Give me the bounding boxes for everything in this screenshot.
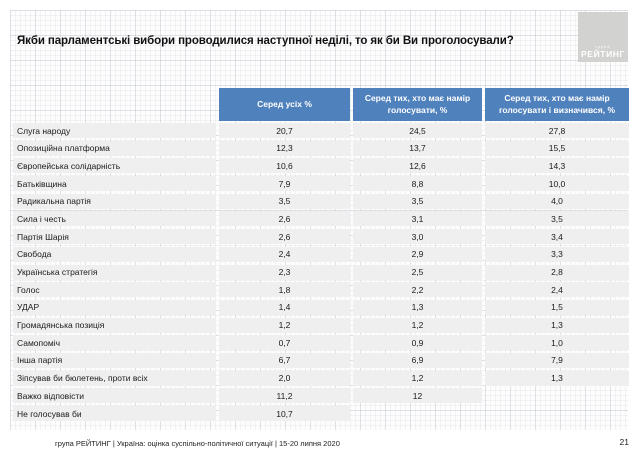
value-intend-and-decided bbox=[485, 406, 629, 421]
table-row: Сила і честь 2,6 3,1 3,5 bbox=[13, 211, 629, 227]
table-row: Слуга народу 20,7 24,5 27,8 bbox=[13, 123, 629, 138]
table-row: Партія Шарія 2,6 3,0 3,4 bbox=[13, 229, 629, 245]
value-intend-to-vote: 13,7 bbox=[353, 140, 482, 156]
value-intend-and-decided: 14,3 bbox=[485, 158, 629, 174]
table-row: Важко відповісти 11,2 12 bbox=[13, 388, 629, 404]
value-among-all: 11,2 bbox=[219, 388, 350, 404]
party-label: Слуга народу bbox=[13, 123, 216, 138]
party-label: Батьківщина bbox=[13, 176, 216, 192]
value-among-all: 3,5 bbox=[219, 193, 350, 209]
table-row: Не голосував би 10,7 bbox=[13, 406, 629, 421]
value-among-all: 1,8 bbox=[219, 282, 350, 298]
party-label: Голос bbox=[13, 282, 216, 298]
value-intend-to-vote: 8,8 bbox=[353, 176, 482, 192]
value-intend-to-vote: 3,1 bbox=[353, 211, 482, 227]
table-header-row: Серед усіх % Серед тих, хто має намір го… bbox=[13, 88, 629, 121]
value-intend-and-decided: 1,3 bbox=[485, 370, 629, 386]
table-row: Зіпсував би бюлетень, проти всіх 2,0 1,2… bbox=[13, 370, 629, 386]
value-intend-to-vote: 12 bbox=[353, 388, 482, 404]
table-row: Свобода 2,4 2,9 3,3 bbox=[13, 246, 629, 262]
value-intend-to-vote: 2,5 bbox=[353, 264, 482, 280]
value-among-all: 2,6 bbox=[219, 211, 350, 227]
party-label: Опозиційна платформа bbox=[13, 140, 216, 156]
slide-footer: група РЕЙТИНГ | Україна: оцінка суспільн… bbox=[55, 439, 340, 448]
value-intend-to-vote: 3,5 bbox=[353, 193, 482, 209]
table-row: Радикальна партія 3,5 3,5 4,0 bbox=[13, 193, 629, 209]
value-among-all: 2,0 bbox=[219, 370, 350, 386]
value-among-all: 20,7 bbox=[219, 123, 350, 138]
party-label: Партія Шарія bbox=[13, 229, 216, 245]
value-among-all: 2,3 bbox=[219, 264, 350, 280]
party-label: Сила і честь bbox=[13, 211, 216, 227]
table-row: Інша партія 6,7 6,9 7,9 bbox=[13, 352, 629, 368]
value-among-all: 7,9 bbox=[219, 176, 350, 192]
table-row: Європейська солідарність 10,6 12,6 14,3 bbox=[13, 158, 629, 174]
value-among-all: 12,3 bbox=[219, 140, 350, 156]
table-row: УДАР 1,4 1,3 1,5 bbox=[13, 299, 629, 315]
value-intend-to-vote bbox=[353, 406, 482, 421]
value-among-all: 10,6 bbox=[219, 158, 350, 174]
value-intend-to-vote: 2,2 bbox=[353, 282, 482, 298]
slide-title: Якби парламентські вибори проводилися на… bbox=[17, 35, 514, 47]
value-among-all: 1,2 bbox=[219, 317, 350, 333]
value-intend-to-vote: 2,9 bbox=[353, 246, 482, 262]
party-label: Не голосував би bbox=[13, 406, 216, 421]
table-row: Громадянська позиція 1,2 1,2 1,3 bbox=[13, 317, 629, 333]
value-among-all: 2,4 bbox=[219, 246, 350, 262]
poll-results-table: Серед усіх % Серед тих, хто має намір го… bbox=[13, 88, 629, 424]
page-number: 21 bbox=[619, 437, 629, 447]
party-label: Європейська солідарність bbox=[13, 158, 216, 174]
value-intend-to-vote: 0,9 bbox=[353, 335, 482, 351]
value-intend-and-decided: 2,8 bbox=[485, 264, 629, 280]
table-row: Батьківщина 7,9 8,8 10,0 bbox=[13, 176, 629, 192]
value-intend-to-vote: 1,3 bbox=[353, 299, 482, 315]
value-intend-and-decided: 27,8 bbox=[485, 123, 629, 138]
table-row: Опозиційна платформа 12,3 13,7 15,5 bbox=[13, 140, 629, 156]
value-intend-and-decided: 4,0 bbox=[485, 193, 629, 209]
column-header-intend-and-decided: Серед тих, хто має намір голосувати і ви… bbox=[485, 88, 629, 121]
table-row: Голос 1,8 2,2 2,4 bbox=[13, 282, 629, 298]
party-label: Українська стратегія bbox=[13, 264, 216, 280]
logo-main-text: РЕЙТИНГ bbox=[581, 49, 625, 59]
party-label: Інша партія bbox=[13, 352, 216, 368]
value-intend-to-vote: 24,5 bbox=[353, 123, 482, 138]
header-spacer bbox=[13, 88, 216, 121]
value-among-all: 0,7 bbox=[219, 335, 350, 351]
party-label: Свобода bbox=[13, 246, 216, 262]
party-label: Зіпсував би бюлетень, проти всіх bbox=[13, 370, 216, 386]
value-among-all: 10,7 bbox=[219, 406, 350, 421]
value-intend-and-decided: 7,9 bbox=[485, 352, 629, 368]
column-header-intend-to-vote: Серед тих, хто має намір голосувати, % bbox=[353, 88, 482, 121]
value-intend-and-decided: 3,5 bbox=[485, 211, 629, 227]
value-intend-and-decided: 1,0 bbox=[485, 335, 629, 351]
table-row: Самопоміч 0,7 0,9 1,0 bbox=[13, 335, 629, 351]
logo-small-text: група bbox=[595, 44, 611, 49]
value-intend-and-decided: 3,4 bbox=[485, 229, 629, 245]
value-intend-and-decided: 1,5 bbox=[485, 299, 629, 315]
column-header-among-all: Серед усіх % bbox=[219, 88, 350, 121]
value-intend-to-vote: 1,2 bbox=[353, 370, 482, 386]
value-intend-and-decided: 2,4 bbox=[485, 282, 629, 298]
value-intend-and-decided: 1,3 bbox=[485, 317, 629, 333]
party-label: Важко відповісти bbox=[13, 388, 216, 404]
value-intend-and-decided: 15,5 bbox=[485, 140, 629, 156]
party-label: Радикальна партія bbox=[13, 193, 216, 209]
value-intend-to-vote: 12,6 bbox=[353, 158, 482, 174]
party-label: УДАР bbox=[13, 299, 216, 315]
value-among-all: 1,4 bbox=[219, 299, 350, 315]
table-row: Українська стратегія 2,3 2,5 2,8 bbox=[13, 264, 629, 280]
party-label: Громадянська позиція bbox=[13, 317, 216, 333]
table-body: Слуга народу 20,7 24,5 27,8 Опозиційна п… bbox=[13, 123, 629, 421]
value-among-all: 2,6 bbox=[219, 229, 350, 245]
value-among-all: 6,7 bbox=[219, 352, 350, 368]
value-intend-to-vote: 3,0 bbox=[353, 229, 482, 245]
value-intend-and-decided: 3,3 bbox=[485, 246, 629, 262]
value-intend-to-vote: 1,2 bbox=[353, 317, 482, 333]
value-intend-and-decided: 10,0 bbox=[485, 176, 629, 192]
party-label: Самопоміч bbox=[13, 335, 216, 351]
value-intend-to-vote: 6,9 bbox=[353, 352, 482, 368]
value-intend-and-decided bbox=[485, 388, 629, 403]
rating-group-logo: група РЕЙТИНГ bbox=[578, 12, 628, 62]
